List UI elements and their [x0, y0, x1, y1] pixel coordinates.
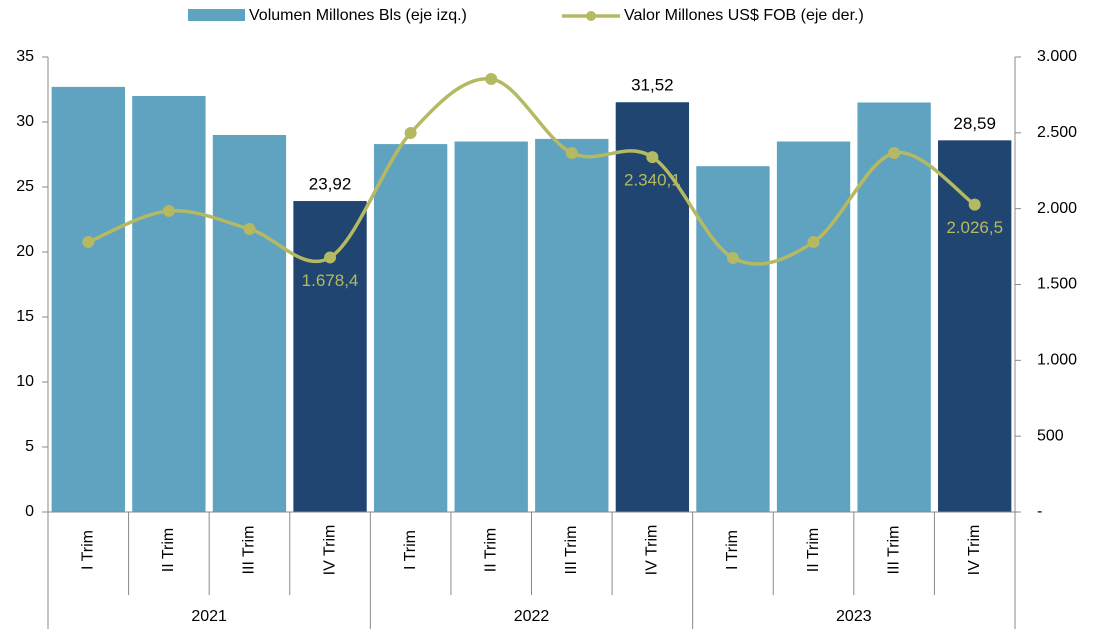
x-tick-label: III Trim [563, 526, 580, 575]
line-marker [646, 151, 659, 164]
bar-value-label: 31,52 [631, 76, 674, 95]
y2-tick-label: - [1037, 503, 1042, 520]
y2-tick-label: 1.500 [1037, 276, 1077, 293]
bar [696, 166, 770, 512]
legend-label: Valor Millones US$ FOB (eje der.) [624, 7, 864, 24]
x-tick-label: III Trim [241, 526, 258, 575]
line-value-label: 2.340,1 [624, 171, 681, 190]
line-marker [485, 72, 498, 85]
x-group-label: 2023 [836, 608, 872, 625]
bar-value-label: 28,59 [953, 114, 996, 133]
bar [293, 201, 367, 513]
line-marker [726, 251, 739, 264]
line-marker [888, 147, 901, 160]
bar [857, 102, 931, 512]
bar [132, 96, 206, 512]
bar [535, 138, 609, 512]
y-tick-label: 35 [16, 48, 34, 65]
x-tick-label: I Trim [80, 530, 97, 570]
y-tick-label: 10 [16, 373, 34, 390]
x-group-label: 2022 [514, 608, 550, 625]
line-marker [565, 147, 578, 160]
line-marker [404, 126, 417, 139]
bar [51, 86, 125, 513]
x-tick-label: I Trim [724, 530, 741, 570]
bar [373, 144, 448, 512]
bar [615, 102, 690, 513]
bar [938, 140, 1012, 512]
x-tick-label: III Trim [885, 526, 902, 575]
y2-tick-label: 500 [1037, 427, 1064, 444]
x-tick-label: II Trim [482, 528, 499, 572]
y-tick-label: 30 [16, 113, 34, 130]
x-tick-label: I Trim [402, 530, 419, 570]
x-tick-label: IV Trim [966, 525, 983, 576]
x-tick-label: IV Trim [321, 525, 338, 576]
line-marker [82, 236, 95, 249]
x-group-label: 2021 [191, 608, 227, 625]
legend-swatch [188, 9, 245, 21]
line-marker [968, 198, 981, 211]
y-tick-label: 0 [25, 503, 34, 520]
legend-swatch [586, 11, 596, 21]
y2-tick-label: 2.500 [1037, 124, 1077, 141]
bar [454, 141, 528, 512]
y-tick-label: 15 [16, 308, 34, 325]
y2-tick-label: 3.000 [1037, 48, 1077, 65]
line-value-label: 2.026,5 [946, 218, 1003, 237]
x-tick-label: IV Trim [644, 525, 661, 576]
x-tick-label: II Trim [805, 528, 822, 572]
line-marker [807, 236, 820, 249]
bar-value-label: 23,92 [309, 175, 352, 194]
line-marker [162, 204, 175, 217]
line-marker [324, 251, 337, 264]
y-tick-label: 25 [16, 178, 34, 195]
legend-label: Volumen Millones Bls (eje izq.) [249, 7, 467, 24]
bar [212, 135, 287, 512]
x-tick-label: II Trim [160, 528, 177, 572]
line-marker [243, 222, 256, 235]
y2-tick-label: 2.000 [1037, 200, 1077, 217]
y-tick-label: 5 [25, 438, 34, 455]
bar [776, 141, 851, 512]
line-value-label: 1.678,4 [302, 271, 359, 290]
y-tick-label: 20 [16, 243, 34, 260]
y2-tick-label: 1.000 [1037, 352, 1077, 369]
